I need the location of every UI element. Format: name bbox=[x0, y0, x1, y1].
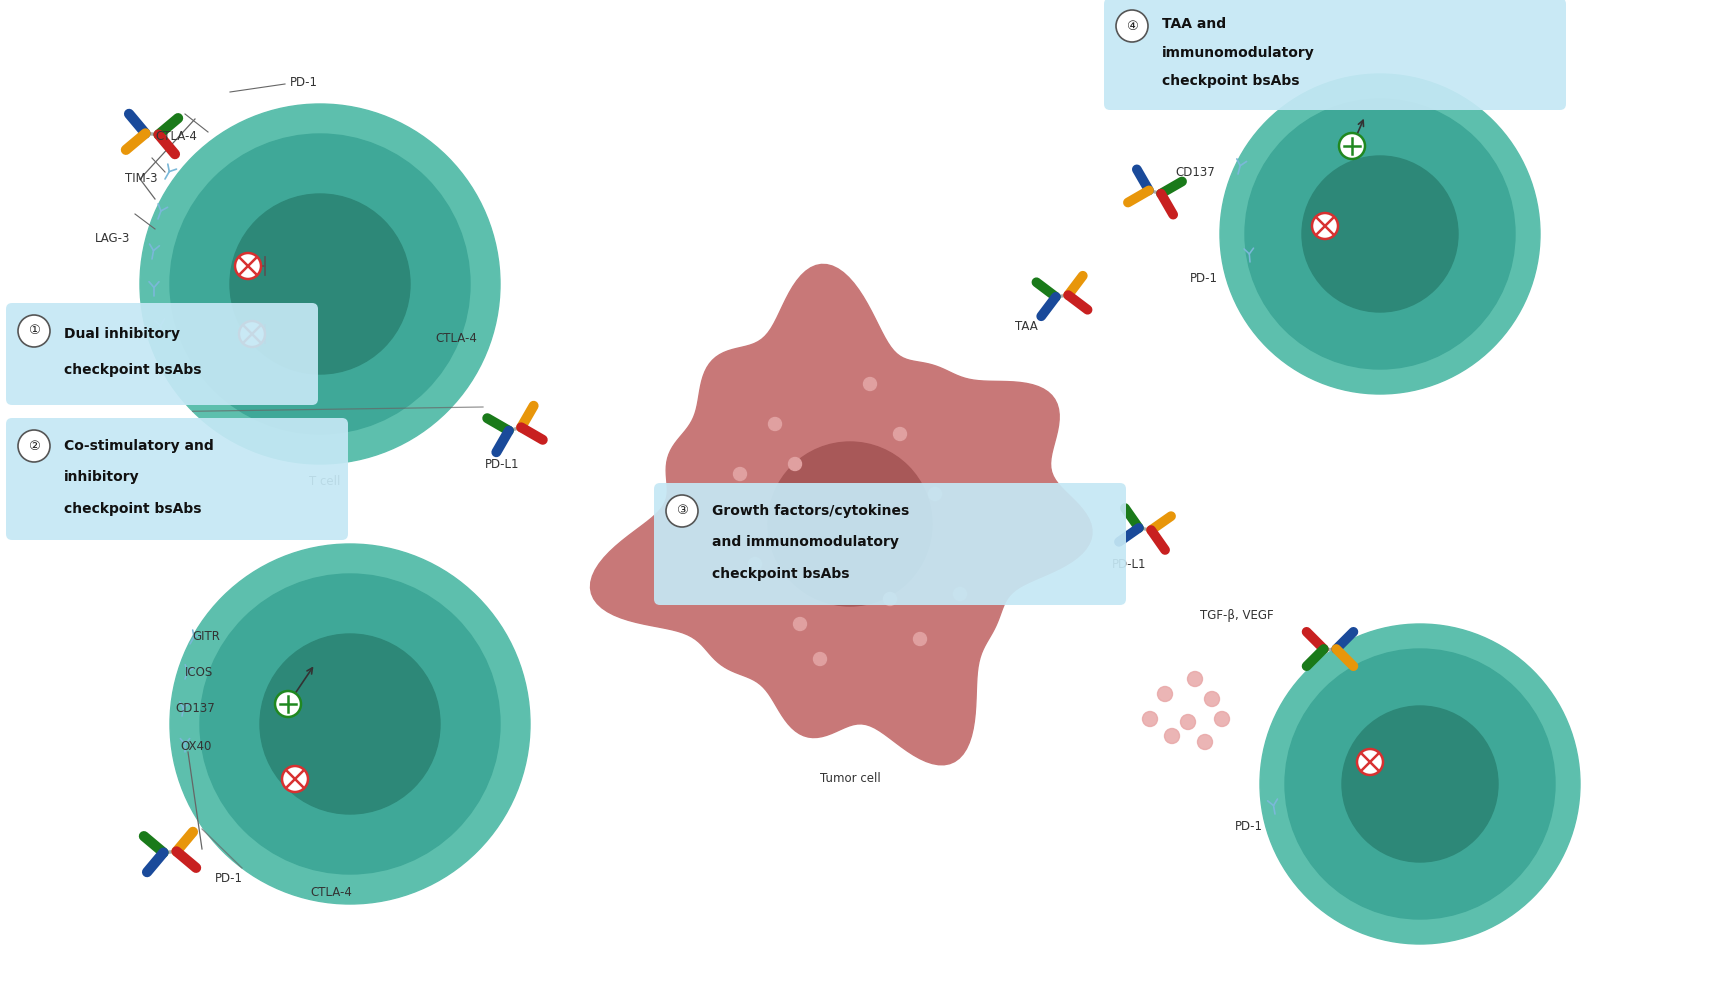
Text: ICOS: ICOS bbox=[185, 665, 214, 679]
Text: ④: ④ bbox=[1127, 20, 1137, 32]
Text: TAA and: TAA and bbox=[1163, 17, 1226, 31]
Circle shape bbox=[1358, 749, 1383, 775]
Circle shape bbox=[1342, 706, 1498, 862]
Circle shape bbox=[814, 652, 826, 665]
Circle shape bbox=[169, 544, 530, 904]
Circle shape bbox=[200, 574, 499, 874]
Text: CTLA-4: CTLA-4 bbox=[156, 130, 197, 143]
Circle shape bbox=[234, 253, 262, 279]
Circle shape bbox=[665, 495, 698, 527]
Text: PD-L1: PD-L1 bbox=[1112, 558, 1146, 571]
Text: Tumor cell: Tumor cell bbox=[819, 772, 881, 785]
Text: Growth factors/cytokines: Growth factors/cytokines bbox=[711, 504, 910, 518]
Circle shape bbox=[1260, 624, 1580, 944]
Circle shape bbox=[929, 487, 942, 501]
Circle shape bbox=[1339, 133, 1365, 159]
Circle shape bbox=[239, 321, 265, 347]
Circle shape bbox=[793, 618, 807, 631]
Text: OX40: OX40 bbox=[180, 740, 212, 753]
Circle shape bbox=[1219, 74, 1541, 394]
Text: CTLA-4: CTLA-4 bbox=[434, 333, 477, 345]
Circle shape bbox=[231, 194, 410, 374]
FancyBboxPatch shape bbox=[7, 418, 349, 540]
Polygon shape bbox=[590, 265, 1093, 765]
Text: PD-1: PD-1 bbox=[215, 873, 243, 886]
Text: Co-stimulatory and: Co-stimulatory and bbox=[63, 439, 214, 453]
Text: checkpoint bsAbs: checkpoint bsAbs bbox=[63, 502, 202, 516]
Circle shape bbox=[864, 378, 877, 391]
Text: and immunomodulatory: and immunomodulatory bbox=[711, 535, 899, 549]
Text: TIM-3: TIM-3 bbox=[125, 172, 157, 186]
Circle shape bbox=[734, 467, 747, 480]
Circle shape bbox=[1312, 213, 1337, 239]
Circle shape bbox=[894, 427, 906, 441]
Circle shape bbox=[913, 633, 927, 646]
Circle shape bbox=[768, 442, 932, 606]
Text: LAG-3: LAG-3 bbox=[96, 232, 130, 245]
FancyBboxPatch shape bbox=[7, 303, 318, 405]
Circle shape bbox=[1142, 711, 1158, 726]
FancyBboxPatch shape bbox=[1105, 0, 1566, 110]
Text: CD137: CD137 bbox=[174, 702, 215, 714]
Text: checkpoint bsAbs: checkpoint bsAbs bbox=[1163, 74, 1300, 89]
Text: immunomodulatory: immunomodulatory bbox=[1163, 45, 1315, 60]
Text: CTLA-4: CTLA-4 bbox=[310, 886, 352, 898]
Circle shape bbox=[19, 430, 50, 462]
Text: PD-L1: PD-L1 bbox=[486, 458, 520, 470]
Circle shape bbox=[140, 104, 499, 464]
Circle shape bbox=[1301, 156, 1459, 312]
Text: GITR: GITR bbox=[192, 630, 221, 643]
Circle shape bbox=[749, 558, 761, 571]
Circle shape bbox=[282, 766, 308, 792]
Circle shape bbox=[1245, 99, 1515, 369]
Text: PD-1: PD-1 bbox=[1190, 273, 1218, 285]
Circle shape bbox=[884, 592, 896, 605]
Circle shape bbox=[1187, 671, 1202, 687]
Circle shape bbox=[1158, 687, 1173, 702]
Text: checkpoint bsAbs: checkpoint bsAbs bbox=[63, 363, 202, 377]
Text: Dual inhibitory: Dual inhibitory bbox=[63, 328, 180, 341]
Circle shape bbox=[260, 634, 439, 814]
Text: PD-1: PD-1 bbox=[1235, 820, 1264, 832]
Text: TAA: TAA bbox=[1016, 320, 1038, 333]
Circle shape bbox=[169, 134, 470, 434]
Text: ③: ③ bbox=[675, 505, 687, 518]
Text: PD-1: PD-1 bbox=[291, 77, 318, 90]
Circle shape bbox=[275, 691, 301, 717]
Text: ②: ② bbox=[27, 440, 39, 453]
Circle shape bbox=[1284, 649, 1554, 919]
Circle shape bbox=[1117, 10, 1147, 42]
Text: T cell: T cell bbox=[310, 475, 340, 488]
Circle shape bbox=[1180, 714, 1195, 729]
Text: CD137: CD137 bbox=[1175, 165, 1214, 178]
Circle shape bbox=[788, 458, 802, 470]
Text: inhibitory: inhibitory bbox=[63, 470, 140, 484]
Circle shape bbox=[19, 315, 50, 347]
Circle shape bbox=[1214, 711, 1229, 726]
Circle shape bbox=[1204, 692, 1219, 707]
Circle shape bbox=[954, 587, 966, 600]
Text: checkpoint bsAbs: checkpoint bsAbs bbox=[711, 567, 850, 581]
Circle shape bbox=[768, 417, 781, 430]
Circle shape bbox=[1197, 734, 1212, 750]
Text: ①: ① bbox=[27, 325, 39, 338]
Circle shape bbox=[1165, 728, 1180, 744]
Text: TGF-β, VEGF: TGF-β, VEGF bbox=[1200, 609, 1274, 623]
FancyBboxPatch shape bbox=[653, 483, 1125, 605]
